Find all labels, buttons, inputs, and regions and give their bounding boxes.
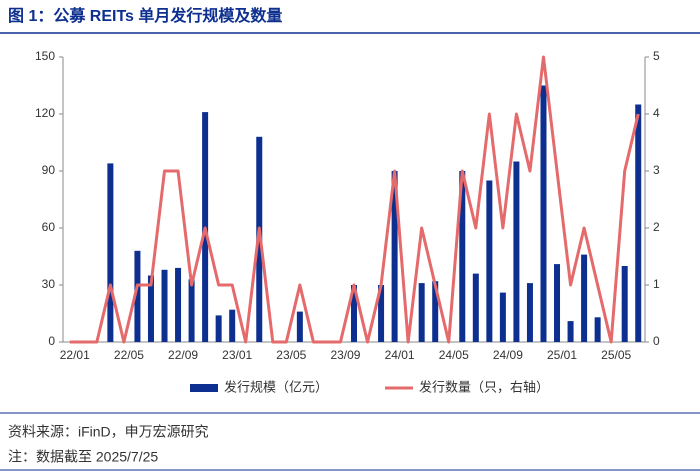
note: 注：数据截至 2025/7/25 [8, 449, 158, 465]
y-tick-label: 0 [48, 334, 55, 348]
bar [215, 315, 222, 342]
bar [147, 275, 154, 342]
y2-tick-label: 4 [653, 106, 660, 120]
x-tick-label: 22/05 [114, 348, 144, 362]
bar [526, 283, 533, 342]
bar [621, 266, 628, 342]
bar [540, 85, 547, 342]
bar [486, 180, 493, 342]
x-tick-label: 23/01 [222, 348, 252, 362]
x-tick-label: 22/01 [60, 348, 90, 362]
bar [513, 161, 520, 342]
bar [161, 269, 168, 342]
x-tick-label: 23/05 [276, 348, 306, 362]
y-tick-label: 120 [35, 106, 55, 120]
y-tick-label: 60 [42, 220, 56, 234]
x-tick-label: 25/05 [601, 348, 631, 362]
bar [567, 321, 574, 342]
y-tick-label: 150 [35, 49, 55, 63]
x-tick-label: 24/01 [385, 348, 415, 362]
bar [175, 267, 182, 342]
legend-swatch [190, 384, 218, 392]
bar [472, 273, 479, 342]
bar [635, 104, 642, 342]
bar [581, 254, 588, 342]
bar [229, 309, 236, 342]
y2-tick-label: 2 [653, 220, 660, 234]
y2-tick-label: 3 [653, 163, 660, 177]
bar [459, 171, 466, 342]
y-tick-label: 30 [42, 277, 56, 291]
bar [391, 171, 398, 342]
line [69, 55, 640, 344]
y2-tick-label: 5 [653, 49, 660, 63]
x-tick-label: 24/05 [439, 348, 469, 362]
legend-label: 发行规模（亿元） [224, 379, 328, 394]
y-tick-label: 90 [42, 163, 56, 177]
x-tick-label: 24/09 [493, 348, 523, 362]
source: 资料来源：iFinD，申万宏源研究 [8, 424, 209, 440]
bar [134, 250, 141, 342]
bar [296, 311, 303, 342]
x-tick-label: 23/09 [330, 348, 360, 362]
legend-label: 发行数量（只，右轴） [419, 379, 549, 394]
bar [432, 281, 439, 342]
y2-tick-label: 1 [653, 277, 660, 291]
y2-tick-label: 0 [653, 334, 660, 348]
bar [378, 285, 385, 342]
x-tick-label: 25/01 [547, 348, 577, 362]
bar [107, 163, 114, 342]
bar [554, 264, 561, 342]
bar [594, 317, 601, 342]
bar [418, 283, 425, 342]
x-tick-label: 22/09 [168, 348, 198, 362]
bar [351, 285, 357, 342]
bar [188, 279, 195, 342]
bar [499, 292, 506, 342]
chart-title: 图 1：公募 REITs 单月发行规模及数量 [8, 6, 282, 25]
